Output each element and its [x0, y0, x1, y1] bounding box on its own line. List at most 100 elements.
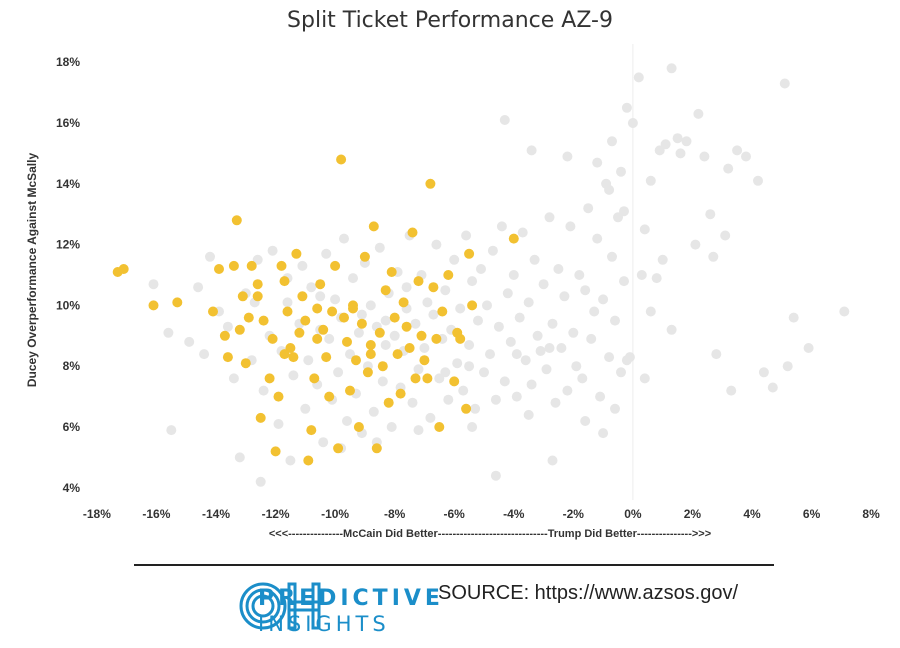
gold-point-72	[425, 178, 436, 189]
gray-point-11	[252, 254, 263, 265]
gray-point-93	[514, 312, 525, 323]
gray-point-145	[681, 136, 692, 147]
gray-point-176	[598, 428, 609, 439]
gray-point-68	[440, 285, 451, 296]
gray-point-108	[559, 291, 570, 302]
gold-point-71	[422, 373, 433, 384]
gold-point-19	[267, 333, 278, 344]
gray-point-159	[690, 239, 701, 250]
gray-point-161	[651, 273, 662, 284]
gray-point-104	[547, 318, 558, 329]
gold-point-84	[452, 327, 463, 338]
gold-point-10	[234, 324, 245, 335]
gray-point-196	[222, 321, 233, 332]
gray-point-171	[803, 343, 814, 353]
gold-point-86	[279, 349, 290, 360]
gray-point-50	[386, 422, 397, 432]
gray-point-59	[413, 364, 424, 375]
gray-point-135	[616, 166, 626, 177]
gray-point-43	[365, 300, 376, 311]
gray-point-175	[610, 403, 620, 414]
gray-point-19	[288, 370, 299, 381]
gold-point-39	[327, 306, 338, 317]
gray-point-139	[633, 72, 644, 83]
x-tick-label: -10%	[321, 507, 349, 521]
gray-point-148	[675, 148, 686, 159]
gray-point-149	[699, 151, 710, 162]
gray-point-36	[345, 349, 355, 360]
gold-point-13	[243, 312, 254, 323]
gray-point-78	[470, 403, 481, 414]
gray-point-138	[621, 102, 632, 113]
gold-point-59	[386, 267, 397, 277]
x-tick-label: -6%	[444, 507, 466, 521]
logo-text-insights: INSIGHTS	[258, 612, 390, 636]
gray-point-79	[473, 315, 483, 326]
gray-point-103	[544, 212, 555, 223]
gold-point-82	[467, 300, 478, 311]
gray-point-172	[839, 306, 850, 317]
y-tick-label: 6%	[63, 420, 81, 434]
gold-point-85	[252, 279, 263, 290]
gray-point-187	[511, 349, 522, 360]
predictive-insights-logo-icon	[239, 582, 321, 630]
x-tick-label: 2%	[684, 507, 702, 521]
gray-point-23	[303, 355, 314, 366]
gold-point-65	[404, 343, 415, 353]
gold-point-56	[377, 361, 388, 372]
y-tick-label: 8%	[63, 359, 81, 373]
gray-point-127	[616, 367, 626, 378]
gray-point-95	[520, 355, 531, 366]
gray-point-5	[205, 251, 215, 262]
gray-point-126	[613, 212, 623, 223]
gray-point-8	[234, 452, 245, 463]
gray-point-115	[580, 285, 591, 296]
gray-point-189	[440, 367, 451, 378]
gold-point-4	[208, 306, 218, 317]
gold-point-11	[237, 291, 248, 302]
gold-point-77	[443, 270, 454, 280]
gray-point-133	[592, 157, 603, 168]
gray-point-155	[753, 175, 763, 186]
gray-point-136	[604, 184, 615, 195]
gold-point-17	[258, 315, 269, 326]
gray-point-85	[490, 394, 501, 405]
gray-point-94	[517, 227, 528, 238]
y-tick-label: 16%	[56, 116, 80, 130]
gray-point-24	[306, 282, 317, 293]
gold-point-68	[413, 276, 424, 287]
gold-point-52	[365, 340, 376, 350]
gray-point-87	[496, 221, 507, 232]
gray-point-113	[574, 270, 585, 280]
gold-point-37	[321, 352, 332, 363]
gray-point-81	[479, 367, 489, 378]
gold-point-43	[339, 312, 349, 323]
gray-point-97	[526, 379, 537, 390]
gray-point-156	[779, 78, 790, 89]
gold-point-44	[342, 336, 352, 347]
gold-point-34	[312, 333, 323, 344]
gray-point-18	[285, 455, 296, 466]
y-tick-label: 12%	[56, 238, 80, 252]
gray-point-101	[538, 279, 549, 290]
gray-point-57	[407, 397, 418, 408]
gray-point-147	[660, 139, 671, 150]
gold-point-87	[312, 303, 323, 314]
x-axis-label: <<<---------------McCain Did Better-----…	[268, 528, 712, 540]
y-tick-label: 10%	[56, 298, 80, 312]
gray-point-21	[297, 260, 308, 271]
gray-point-71	[449, 254, 460, 265]
gray-point-143	[666, 63, 677, 74]
gray-point-12	[258, 385, 269, 396]
gray-point-185	[580, 416, 591, 426]
gray-point-17	[282, 297, 293, 308]
gold-point-58	[383, 397, 394, 408]
x-tick-label: -2%	[563, 507, 585, 521]
x-tick-label: -16%	[142, 507, 170, 521]
gold-point-27	[291, 248, 302, 259]
gray-point-58	[410, 318, 421, 329]
gold-point-83	[508, 233, 519, 244]
gray-point-34	[339, 233, 349, 244]
gray-point-96	[523, 297, 534, 308]
gray-point-99	[532, 330, 543, 341]
